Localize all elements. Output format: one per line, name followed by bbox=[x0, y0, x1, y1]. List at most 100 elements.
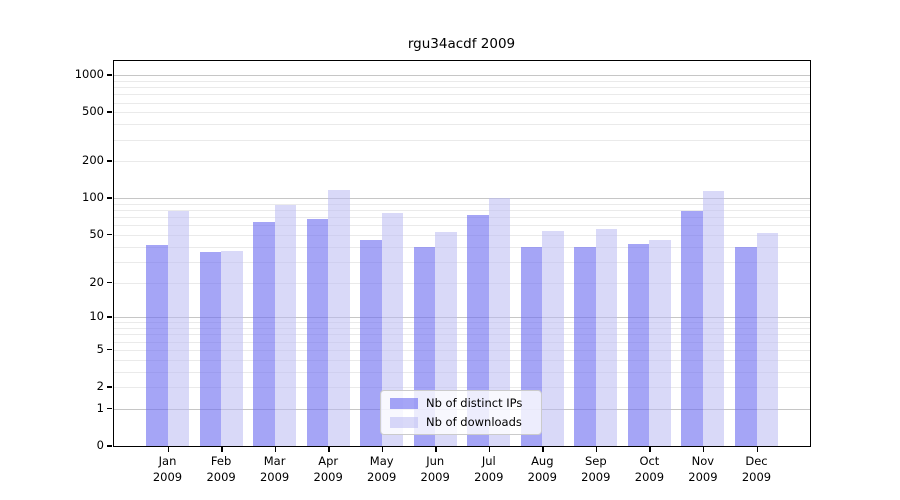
y-axis-tick-mark bbox=[107, 281, 112, 283]
major-gridline bbox=[114, 198, 810, 200]
minor-gridline bbox=[114, 387, 810, 388]
legend-entry: Nb of distinct IPs bbox=[390, 395, 541, 411]
x-axis-tick-label: May 2009 bbox=[350, 453, 414, 485]
minor-gridline bbox=[114, 210, 810, 212]
minor-gridline bbox=[114, 203, 810, 205]
y-axis-tick-mark bbox=[107, 160, 112, 162]
legend-swatch-distinct-ips bbox=[390, 397, 418, 409]
y-axis-tick-label: 1 bbox=[96, 400, 104, 415]
y-axis-tick-mark bbox=[107, 386, 112, 388]
y-axis-tick-label: 50 bbox=[89, 226, 104, 241]
minor-gridline bbox=[114, 87, 810, 88]
month-label: Dec bbox=[745, 454, 768, 468]
x-axis-tick-mark bbox=[756, 447, 758, 452]
x-axis-tick-mark bbox=[328, 447, 330, 452]
x-axis-tick-mark bbox=[381, 447, 384, 452]
y-axis-tick-mark bbox=[107, 74, 112, 76]
month-label: Apr bbox=[318, 454, 339, 468]
y-axis-tick-label: 10 bbox=[89, 309, 104, 324]
year-label: 2009 bbox=[367, 470, 397, 484]
month-label: Feb bbox=[210, 454, 232, 468]
x-axis-tick-label: Apr 2009 bbox=[296, 453, 360, 485]
year-label: 2009 bbox=[474, 470, 504, 484]
x-axis-tick-mark bbox=[488, 447, 491, 452]
year-label: 2009 bbox=[688, 470, 718, 484]
minor-gridline bbox=[114, 124, 810, 126]
bar-downloads-dec bbox=[756, 232, 778, 446]
year-label: 2009 bbox=[259, 470, 290, 484]
bar-distinct-ips-apr bbox=[306, 218, 329, 446]
minor-gridline bbox=[114, 282, 810, 284]
minor-gridline bbox=[114, 246, 810, 248]
x-axis-tick-label: Sep 2009 bbox=[564, 453, 628, 485]
legend: Nb of distinct IPs Nb of downloads bbox=[380, 390, 542, 435]
y-axis-tick-label: 5 bbox=[96, 341, 104, 356]
year-label: 2009 bbox=[420, 470, 450, 484]
y-axis-tick-mark bbox=[107, 111, 112, 113]
x-axis-tick-label: Jul 2009 bbox=[457, 453, 521, 485]
x-axis-tick-label: Feb 2009 bbox=[189, 453, 253, 485]
y-axis-tick-mark bbox=[107, 348, 112, 351]
minor-gridline bbox=[114, 371, 810, 373]
minor-gridline bbox=[114, 261, 810, 263]
x-axis-tick-mark bbox=[435, 447, 437, 452]
bar-downloads-nov bbox=[702, 191, 725, 446]
bar-distinct-ips-jan bbox=[146, 245, 168, 446]
minor-gridline bbox=[114, 94, 810, 96]
x-axis-tick-label: Jun 2009 bbox=[403, 453, 467, 485]
minor-gridline bbox=[114, 102, 810, 104]
x-axis-tick-mark bbox=[274, 447, 277, 452]
minor-gridline bbox=[114, 112, 810, 114]
month-label: Oct bbox=[639, 454, 660, 468]
month-label: Aug bbox=[531, 454, 554, 468]
legend-label: Nb of distinct IPs bbox=[426, 396, 523, 410]
y-axis-tick-mark bbox=[107, 233, 112, 236]
bar-distinct-ips-dec bbox=[735, 246, 757, 446]
bar-distinct-ips-may bbox=[360, 240, 382, 446]
y-axis-tick-label: 0 bbox=[96, 438, 104, 452]
legend-label: Nb of downloads bbox=[426, 415, 522, 429]
minor-gridline bbox=[114, 234, 810, 236]
minor-gridline bbox=[114, 349, 810, 351]
bar-downloads-jul bbox=[488, 198, 511, 446]
y-axis-tick-label: 2 bbox=[96, 379, 104, 393]
x-axis-tick-label: Nov 2009 bbox=[671, 453, 735, 485]
month-label: Jul bbox=[481, 454, 496, 468]
x-axis-tick-label: Mar 2009 bbox=[243, 453, 307, 485]
minor-gridline bbox=[114, 341, 810, 343]
month-label: Jun bbox=[426, 454, 445, 468]
minor-gridline bbox=[114, 161, 810, 163]
minor-gridline bbox=[114, 334, 810, 336]
x-axis-tick-mark bbox=[702, 447, 705, 452]
bar-downloads-mar bbox=[274, 205, 297, 446]
legend-swatch-downloads bbox=[390, 416, 418, 428]
y-axis-tick-mark bbox=[107, 316, 112, 318]
year-label: 2009 bbox=[581, 470, 611, 484]
minor-gridline bbox=[114, 359, 810, 361]
major-gridline bbox=[114, 317, 810, 319]
bar-distinct-ips-feb bbox=[199, 252, 222, 446]
plot-area bbox=[113, 60, 811, 447]
bar-downloads-may bbox=[381, 212, 404, 446]
y-axis-tick-mark bbox=[107, 197, 112, 199]
major-gridline bbox=[114, 75, 810, 77]
year-label: 2009 bbox=[206, 470, 236, 484]
x-axis-tick-label: Jan 2009 bbox=[136, 453, 200, 485]
bar-downloads-apr bbox=[328, 189, 350, 446]
bar-distinct-ips-mar bbox=[253, 221, 275, 446]
y-axis-tick-label: 1000 bbox=[74, 67, 104, 82]
month-label: Nov bbox=[691, 454, 715, 468]
bar-distinct-ips-nov bbox=[681, 211, 703, 446]
year-label: 2009 bbox=[634, 470, 665, 484]
minor-gridline bbox=[114, 322, 810, 324]
y-axis-tick-label: 200 bbox=[82, 153, 104, 168]
x-axis-tick-mark bbox=[595, 447, 598, 452]
minor-gridline bbox=[114, 328, 810, 329]
y-axis-tick-mark bbox=[107, 445, 112, 447]
x-axis-tick-label: Dec 2009 bbox=[725, 453, 789, 485]
month-label: Jan bbox=[158, 454, 177, 468]
month-label: Sep bbox=[584, 454, 607, 468]
minor-gridline bbox=[114, 80, 810, 82]
month-label: May bbox=[369, 454, 394, 468]
